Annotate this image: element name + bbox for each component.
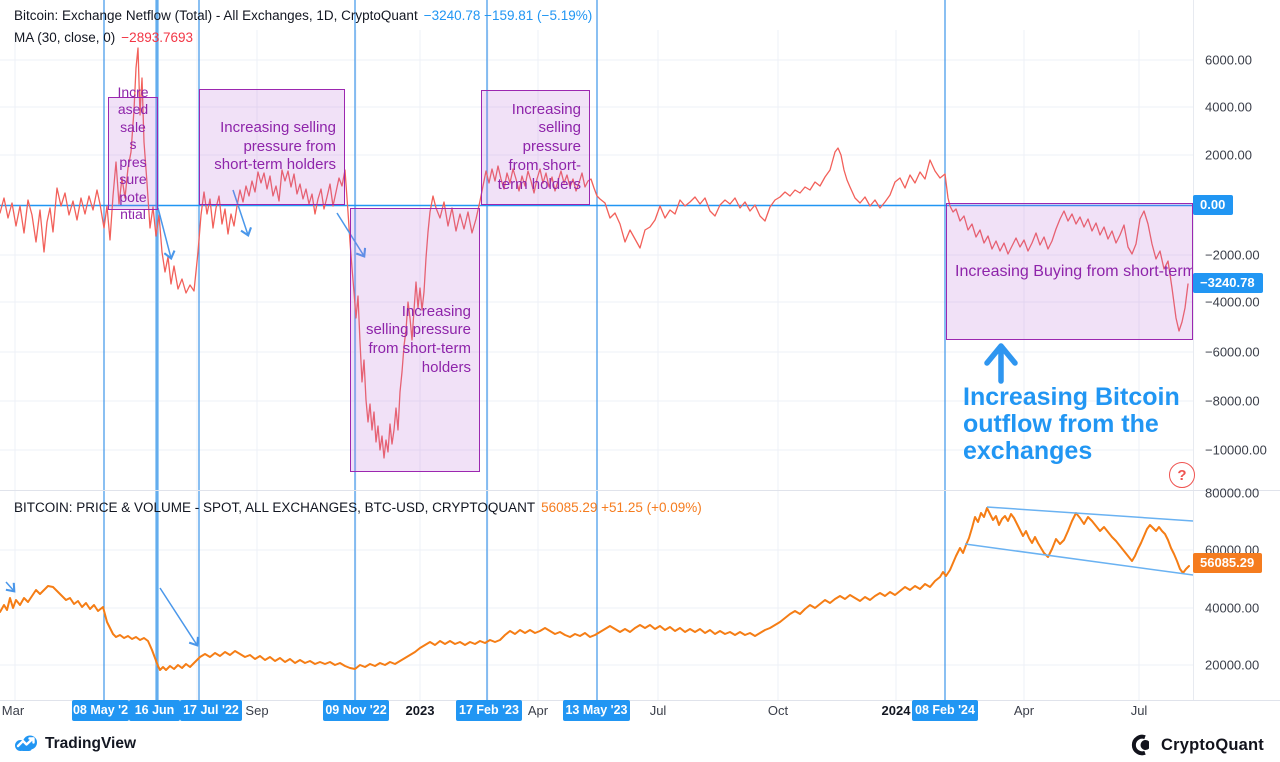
price-scale-label: −6000.00	[1205, 344, 1260, 360]
time-axis-label: Apr	[527, 703, 549, 718]
ma-title-text: MA (30, close, 0)	[14, 30, 116, 45]
annotation-box-5[interactable]: Increasing Buying from short-term holder…	[946, 203, 1193, 340]
price-scale-label: −4000.00	[1205, 294, 1260, 310]
cryptoquant-icon	[1131, 734, 1154, 756]
price-scale-badge: 56085.29	[1193, 553, 1263, 573]
time-axis-border	[0, 700, 1280, 701]
cryptoquant-logo[interactable]: CryptoQuant	[1130, 734, 1264, 756]
netflow-title-text: Bitcoin: Exchange Netflow (Total) - All …	[14, 8, 418, 23]
btc-price-line[interactable]	[0, 507, 1190, 671]
price-scale-label: 80000.00	[1205, 485, 1260, 501]
annotation-box-3[interactable]: Increasing selling pressure from short-t…	[350, 208, 480, 472]
annotation-drawings[interactable]	[5, 189, 1194, 645]
price-scale-label: −8000.00	[1205, 393, 1260, 409]
big-annotation-line1: Increasing Bitcoin	[963, 383, 1180, 411]
time-axis-date-badge[interactable]: 08 Feb '24	[912, 700, 978, 721]
tradingview-icon	[15, 735, 37, 751]
time-axis-label: Jul	[649, 703, 667, 718]
exchange-netflow-line[interactable]	[0, 47, 1189, 459]
time-axis-date-badge[interactable]: 16 Jun	[129, 700, 180, 721]
time-axis-label: Apr	[1013, 703, 1035, 718]
arrow-drawing[interactable]	[5, 581, 14, 591]
time-axis-label: 2024	[881, 703, 911, 718]
price-title-text: BITCOIN: PRICE & VOLUME - SPOT, ALL EXCH…	[14, 500, 536, 515]
time-axis-label: Oct	[767, 703, 789, 718]
price-scale-label: 20000.00	[1205, 657, 1260, 673]
ma-title-value: −2893.7693	[121, 30, 193, 45]
help-icon[interactable]: ?	[1169, 462, 1195, 488]
time-axis-label: Sep	[245, 703, 269, 718]
time-axis-label: 2023	[405, 703, 435, 718]
price-scale-label: 6000.00	[1205, 52, 1252, 68]
price-scale-label: −10000.00	[1205, 442, 1267, 458]
time-axis-date-badge[interactable]: 13 May '23	[563, 700, 630, 721]
annotation-box-text: Increasing Buying from short-term holder…	[955, 262, 1193, 280]
time-axis-date-badge[interactable]: 17 Jul '22	[180, 700, 242, 721]
netflow-title-values: −3240.78 −159.81 (−5.19%)	[423, 8, 593, 23]
annotation-box-text: Increased sales pressure potential	[117, 83, 149, 223]
arrow-drawing[interactable]	[157, 207, 171, 258]
arrow-drawing[interactable]	[159, 587, 197, 645]
big-annotation-text[interactable]: Increasing Bitcoin outflow from the exch…	[963, 384, 1180, 465]
price-scale-label: 2000.00	[1205, 147, 1252, 163]
pane-divider[interactable]	[0, 490, 1280, 491]
price-scale-label: 4000.00	[1205, 99, 1252, 115]
price-pane-title: BITCOIN: PRICE & VOLUME - SPOT, ALL EXCH…	[14, 500, 702, 515]
big-annotation-line2: outflow from the	[963, 410, 1159, 438]
ma-indicator-title: MA (30, close, 0) −2893.7693	[14, 30, 193, 45]
annotation-box-1[interactable]: Increased sales pressure potential	[108, 84, 158, 222]
time-axis-label: Jul	[1130, 703, 1148, 718]
time-axis-date-badge[interactable]: 08 May '2	[72, 700, 129, 721]
price-scale-label: 40000.00	[1205, 600, 1260, 616]
time-axis-label: Mar	[1, 703, 25, 718]
big-up-arrow[interactable]	[984, 343, 1018, 384]
price-scale-border	[1193, 0, 1194, 700]
series-lines[interactable]	[0, 47, 1193, 671]
annotation-box-text: Increasing selling pressure from short-t…	[497, 100, 581, 193]
help-icon-glyph: ?	[1177, 466, 1187, 484]
tradingview-logo[interactable]: TradingView	[14, 734, 136, 753]
arrow-drawing[interactable]	[232, 189, 248, 235]
time-axis-date-badge[interactable]: 17 Feb '23	[456, 700, 522, 721]
tradingview-wordmark: TradingView	[45, 734, 137, 752]
annotation-box-2[interactable]: Increasing selling pressure from short-t…	[199, 89, 345, 205]
cryptoquant-wordmark: CryptoQuant	[1160, 735, 1264, 754]
trendline-drawing[interactable]	[964, 543, 1194, 576]
big-annotation-line3: exchanges	[963, 437, 1093, 465]
annotation-box-text: Increasing selling pressure from short-t…	[214, 118, 336, 174]
price-scale-badge: −3240.78	[1193, 273, 1263, 293]
price-title-values: 56085.29 +51.25 (+0.09%)	[541, 500, 702, 515]
price-scale-badge: 0.00	[1193, 195, 1234, 215]
netflow-pane-title: Bitcoin: Exchange Netflow (Total) - All …	[14, 8, 592, 23]
annotation-box-text: Increasing selling pressure from short-t…	[365, 302, 471, 376]
time-axis-date-badge[interactable]: 09 Nov '22	[323, 700, 389, 721]
trendline-drawing[interactable]	[986, 506, 1194, 522]
price-scale-label: −2000.00	[1205, 247, 1260, 263]
annotation-box-4[interactable]: Increasing selling pressure from short-t…	[481, 90, 590, 205]
